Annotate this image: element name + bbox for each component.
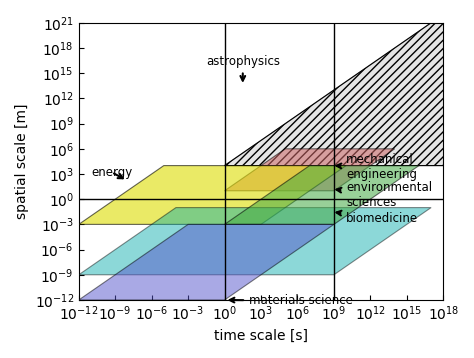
Polygon shape [225,23,474,166]
Text: energy: energy [91,166,132,179]
Text: biomedicine: biomedicine [337,211,418,225]
X-axis label: time scale [s]: time scale [s] [214,329,308,343]
Y-axis label: spatial scale [m]: spatial scale [m] [15,104,29,219]
Text: materials science: materials science [230,294,353,307]
Polygon shape [79,224,334,300]
Text: astrophysics: astrophysics [206,55,280,81]
Polygon shape [225,166,419,224]
Polygon shape [79,208,431,275]
Text: mechanical
engineering: mechanical engineering [337,153,417,181]
Polygon shape [79,166,346,224]
Polygon shape [225,149,395,191]
Text: environmental
sciences: environmental sciences [337,181,432,209]
